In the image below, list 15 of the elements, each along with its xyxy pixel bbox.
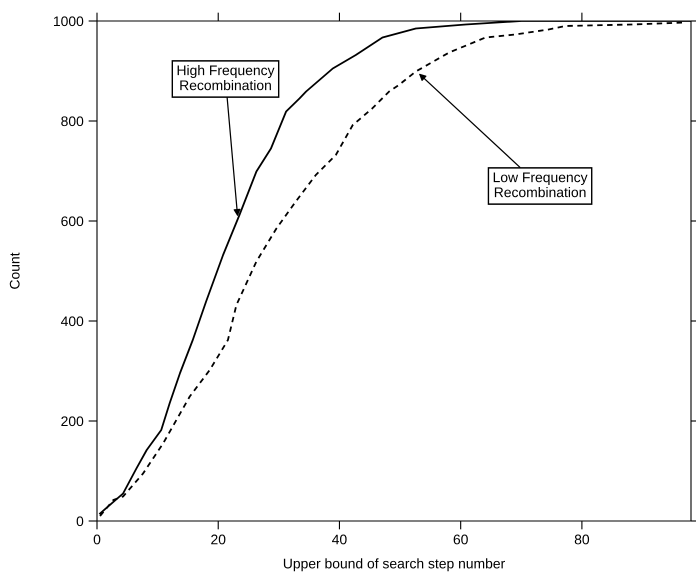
- x-tick-label: 80: [574, 534, 590, 544]
- annotation: Low Frequency Recombination: [494, 172, 588, 198]
- y-tick-label: 1000: [54, 16, 84, 26]
- x-tick-label: 0: [94, 534, 100, 544]
- x-tick-label: 20: [211, 534, 226, 544]
- y-tick-label: 800: [61, 116, 84, 126]
- x-tick-label: 40: [332, 534, 347, 544]
- y-tick-label: 0: [76, 516, 84, 526]
- y-tick-label: 400: [60, 316, 84, 326]
- y-tick-label: 200: [61, 416, 84, 426]
- y-axis-title: Count: [10, 252, 20, 289]
- y-tick-label: 600: [61, 216, 84, 226]
- x-tick-label: 60: [454, 534, 468, 544]
- x-axis-title: Upper bound of search step number: [284, 558, 505, 572]
- annotation: High Frequency Recombination: [178, 65, 274, 90]
